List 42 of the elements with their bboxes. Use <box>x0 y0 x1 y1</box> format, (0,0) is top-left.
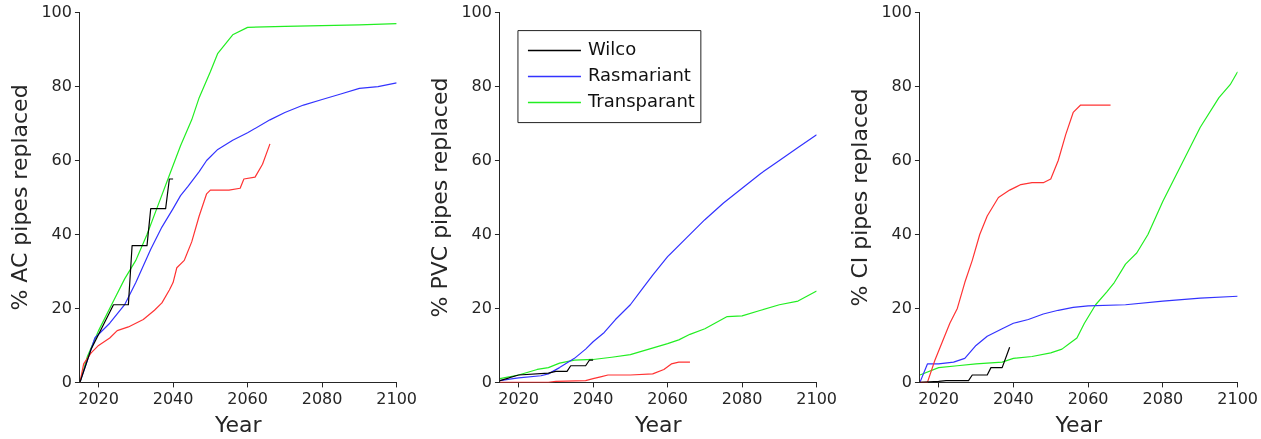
x-tick-label: 2100 <box>1217 389 1258 409</box>
x-tick-label: 2040 <box>572 389 614 409</box>
x-tick-label: 2080 <box>1142 389 1184 409</box>
legend-label: Wilco <box>587 38 637 60</box>
x-tick-label: 2100 <box>796 389 837 409</box>
y-tick-label: 80 <box>51 75 72 95</box>
x-tick-label: 2040 <box>152 389 194 409</box>
y-tick-label: 40 <box>51 223 72 243</box>
x-tick-label: 2020 <box>78 389 119 409</box>
x-axis-title: Year <box>1054 411 1104 437</box>
x-tick-label: 2040 <box>993 389 1034 409</box>
x-tick-label: 2060 <box>1067 389 1109 409</box>
x-tick-label: 2080 <box>301 389 343 409</box>
y-axis-title: % CI pipes replaced <box>846 88 872 307</box>
y-tick-label: 20 <box>891 297 912 317</box>
y-tick-label: 0 <box>901 371 912 391</box>
y-axis-title: % PVC pipes replaced <box>426 77 452 318</box>
x-tick-label: 2060 <box>227 389 268 409</box>
x-tick-label: 2060 <box>647 389 688 409</box>
y-tick-label: 80 <box>471 75 492 95</box>
y-tick-label: 100 <box>41 1 72 21</box>
x-axis-title: Year <box>634 411 683 437</box>
x-tick-label: 2080 <box>721 389 763 409</box>
y-tick-label: 40 <box>471 223 492 243</box>
y-tick-label: 60 <box>471 149 492 169</box>
y-tick-label: 60 <box>51 149 72 169</box>
x-axis-title: Year <box>214 411 263 437</box>
x-tick-label: 2020 <box>918 389 959 409</box>
y-tick-label: 60 <box>891 149 912 169</box>
y-tick-label: 80 <box>891 75 912 95</box>
y-tick-label: 0 <box>61 371 72 391</box>
legend-label: Rasmariant <box>587 64 691 86</box>
y-axis-title: % AC pipes replaced <box>6 84 32 311</box>
y-tick-label: 40 <box>891 223 912 243</box>
y-tick-label: 100 <box>461 1 492 21</box>
y-tick-label: 20 <box>51 297 72 317</box>
x-tick-label: 2100 <box>376 389 417 409</box>
legend-label: Transparant <box>586 90 695 112</box>
y-tick-label: 20 <box>471 297 492 317</box>
y-tick-label: 0 <box>481 371 492 391</box>
y-tick-label: 100 <box>881 1 912 21</box>
x-tick-label: 2020 <box>498 389 539 409</box>
